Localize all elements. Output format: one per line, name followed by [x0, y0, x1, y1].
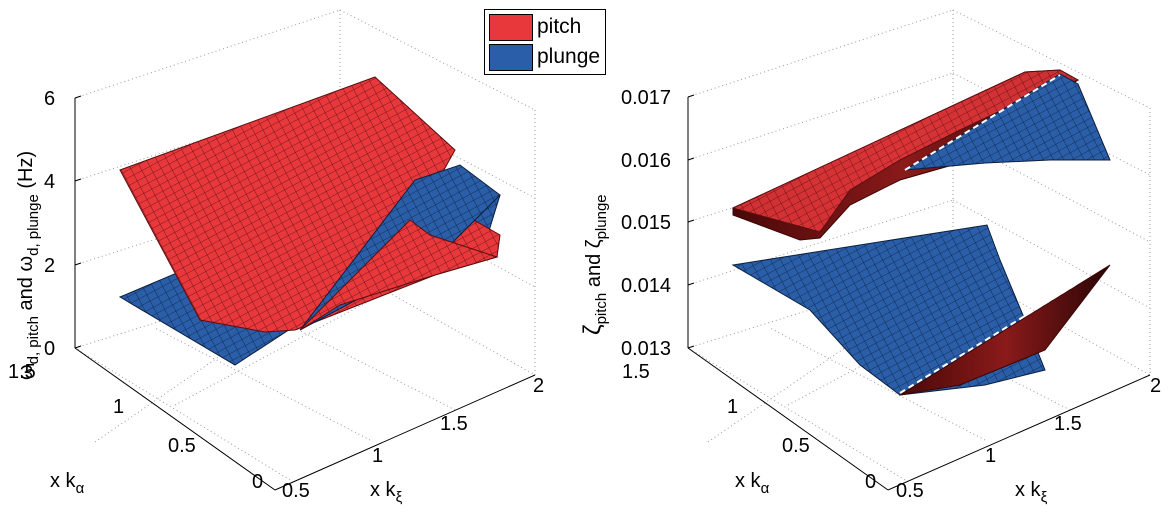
legend-item-plunge: plunge: [489, 43, 600, 71]
left-z-tick-2: 2: [44, 255, 55, 277]
right-x-tick-2: 2: [1150, 375, 1161, 397]
right-x-tick-1.5: 1.5: [1054, 413, 1082, 435]
right-y-tick-1.5: 1.5: [622, 361, 650, 383]
left-x-tick-0.5: 0.5: [282, 480, 310, 502]
legend: pitch plunge: [484, 9, 606, 75]
right-z-tick-0.017: 0.017: [621, 87, 671, 109]
right-y-tick-0.5: 0.5: [782, 435, 810, 457]
right-zlabel: ζpitch and ζplunge: [579, 194, 610, 335]
left-zlabel: ωd, pitch and ωd, plunge (Hz): [15, 151, 42, 380]
right-z-tick-0.014: 0.014: [621, 275, 671, 297]
legend-label-plunge: plunge: [537, 45, 601, 68]
left-z-tick-6: 6: [44, 88, 55, 110]
right-upper-ridge-line: [904, 74, 1061, 171]
right-axis-lines: [687, 97, 1151, 491]
left-z-tick-0: 0: [44, 338, 55, 360]
left-x-tick-2: 2: [533, 375, 544, 397]
right-plunge-upper-surface: [904, 73, 1111, 171]
left-y-tick-0: 0: [252, 471, 263, 493]
right-z-tick-0.013: 0.013: [621, 338, 671, 360]
left-ylabel: x kα: [50, 470, 85, 497]
legend-item-pitch: pitch: [489, 13, 581, 41]
right-z-tick-0.015: 0.015: [621, 212, 671, 234]
legend-swatch-plunge: [489, 43, 533, 71]
right-xlabel: x kξ: [1015, 479, 1048, 506]
left-y-tick-0.5: 0.5: [168, 435, 196, 457]
left-z-tick-4: 4: [44, 171, 55, 193]
left-y-tick-1.5: 1.5: [8, 361, 36, 383]
left-pitch-flap: [299, 219, 499, 331]
right-pitch-lower-surface: [899, 264, 1111, 396]
left-x-tick-1: 1: [372, 445, 383, 467]
right-z-tick-0.016: 0.016: [621, 150, 671, 172]
left-axes: 0 2 4 6 1.5 1 0.5 0 0.5 1 1.5 2 x kα x k…: [8, 9, 544, 506]
right-lower-ridge-line: [899, 284, 1076, 394]
left-z-ticks: [74, 95, 82, 349]
left-axis-lines: [74, 98, 536, 491]
right-x-tick-0.5: 0.5: [896, 480, 924, 502]
right-axes: 0.013 0.014 0.015 0.016 0.017 1.5 1 0.5 …: [579, 9, 1161, 506]
legend-swatch-pitch: [489, 13, 533, 41]
left-y-tick-1: 1: [113, 396, 124, 418]
legend-label-pitch: pitch: [537, 15, 582, 38]
left-x-tick-1.5: 1.5: [440, 413, 468, 435]
right-plunge-lower-surface: [731, 224, 1046, 396]
right-x-tick-1: 1: [985, 445, 996, 467]
right-ylabel: x kα: [735, 470, 770, 497]
right-z-ticks: [687, 94, 695, 349]
left-xlabel: x kξ: [370, 479, 403, 506]
right-y-tick-1: 1: [727, 396, 738, 418]
right-y-tick-0: 0: [865, 471, 876, 493]
